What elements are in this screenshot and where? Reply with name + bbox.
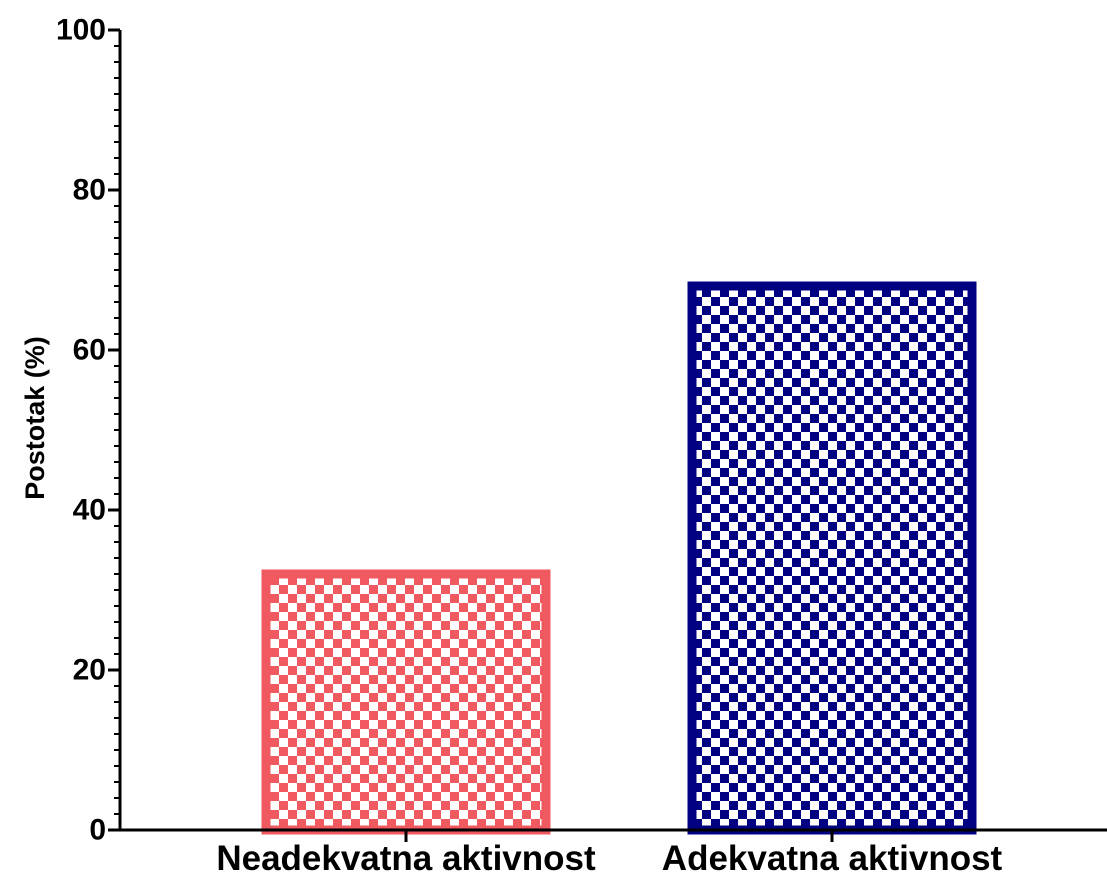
y-tick-label: 60 xyxy=(73,334,106,367)
axes-layer: 0 20 40 60 80 100 Neadekvatna aktivnost Adekvat… xyxy=(56,14,1107,878)
y-tick-label: 80 xyxy=(73,174,106,207)
bar-1 xyxy=(261,569,551,835)
x-category-label: Adekvatna aktivnost xyxy=(662,839,1003,878)
y-tick-label: 20 xyxy=(73,654,106,687)
y-tick-label: 0 xyxy=(89,814,106,847)
bar-2 xyxy=(687,281,977,835)
y-tick-label: 40 xyxy=(73,494,106,527)
bars-layer xyxy=(261,281,977,835)
y-tick-label: 100 xyxy=(56,14,106,47)
x-category-label: Neadekvatna aktivnost xyxy=(216,839,596,878)
y-axis-label: Postotak (%) xyxy=(20,336,50,500)
